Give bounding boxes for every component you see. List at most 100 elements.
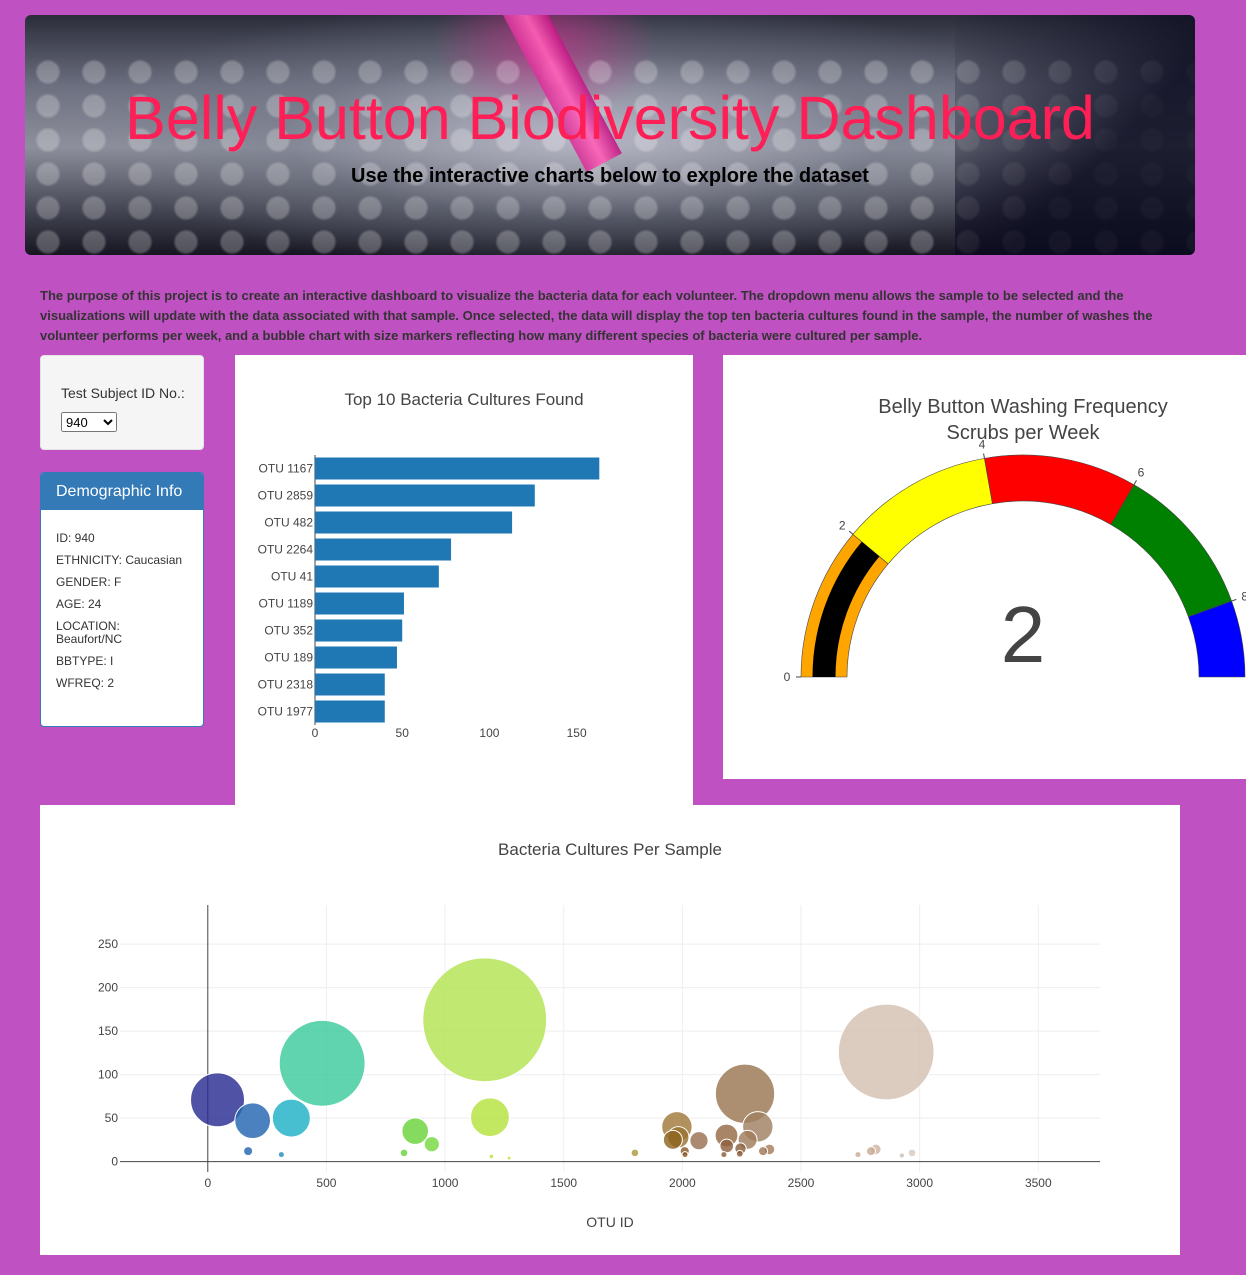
gauge-tick-label: 8	[1241, 589, 1246, 603]
gauge-tick-label: 6	[1138, 466, 1145, 480]
bubble-x-tick-label: 2500	[788, 1176, 815, 1190]
bubble-otu-352	[271, 1098, 311, 1138]
bar-chart-title: Top 10 Bacteria Cultures Found	[344, 390, 583, 409]
bubble-x-tick-label: 3500	[1025, 1176, 1052, 1190]
bubble-otu-1167	[422, 957, 548, 1083]
bubble-otu-482	[278, 1019, 366, 1107]
bubble-otu-310	[277, 1151, 285, 1159]
bar-otu-1167	[315, 457, 600, 480]
bubble-otu-2859	[837, 1003, 935, 1101]
gauge-tick	[983, 453, 985, 459]
bar-category-label: OTU 352	[264, 624, 313, 638]
gauge-step-1	[852, 458, 993, 565]
bar-otu-482	[315, 511, 513, 534]
bubble-x-tick-label: 2000	[669, 1176, 696, 1190]
bar-otu-41	[315, 565, 439, 588]
bubble-x-axis-label: OTU ID	[586, 1214, 633, 1230]
gauge-tick-label: 4	[979, 438, 986, 452]
bubble-otu-189	[234, 1102, 272, 1140]
bar-otu-2859	[315, 484, 535, 507]
top10-bar-chart-panel: Top 10 Bacteria Cultures Found OTU 1167 O…	[235, 355, 693, 805]
gauge-tick	[1133, 480, 1137, 485]
bubble-otu-1800	[630, 1148, 640, 1158]
bacteria-bubble-chart[interactable]: Bacteria Cultures Per Sample 0 500 1000 150…	[40, 805, 1180, 1255]
demo-gender: GENDER: F	[56, 575, 122, 589]
wash-frequency-gauge-panel: Belly Button Washing Frequency Scrubs pe…	[723, 355, 1246, 779]
demo-age: AGE: 24	[56, 597, 102, 611]
bar-category-label: OTU 41	[271, 570, 313, 584]
gauge-value-number: 2	[1001, 590, 1046, 679]
bar-otu-1977	[315, 700, 385, 723]
bar-otu-2318	[315, 673, 385, 696]
banner-shadow	[955, 15, 1195, 255]
bubble-otu-2187	[719, 1138, 735, 1154]
bar-category-label: OTU 189	[264, 651, 313, 665]
page-subtitle: Use the interactive charts below to expl…	[351, 165, 869, 187]
bar-x-tick-label: 50	[396, 726, 410, 740]
bubble-otu-2795	[865, 1146, 877, 1157]
bubble-otu-2242	[735, 1149, 744, 1158]
bubble-otu-1195	[488, 1153, 495, 1160]
gauge-subtitle: Scrubs per Week	[946, 422, 1100, 444]
demo-wfreq: WFREQ: 2	[56, 676, 115, 690]
bubble-y-tick-label: 200	[98, 981, 118, 995]
gauge-title: Belly Button Washing Frequency	[878, 396, 1167, 418]
demo-bbtype: BBTYPE: I	[56, 654, 114, 668]
bar-otu-2264	[315, 538, 452, 561]
bubble-otu-944	[423, 1136, 440, 1153]
gauge-value-bar	[812, 541, 880, 677]
bar-otu-189	[315, 646, 397, 669]
demographic-info-panel: Demographic Info ID: 940 ETHNICITY: Cauc…	[40, 472, 204, 727]
bubble-otu-1960	[662, 1129, 683, 1150]
bubble-otu-2175	[720, 1151, 728, 1159]
bubble-otu-2340	[757, 1146, 769, 1157]
bubble-chart-title: Bacteria Cultures Per Sample	[498, 840, 722, 859]
bubble-x-tick-label: 1000	[432, 1176, 459, 1190]
bar-x-tick-label: 0	[312, 726, 319, 740]
bubble-otu-874	[401, 1117, 429, 1145]
demo-id: ID: 940	[56, 531, 95, 545]
bubble-x-tick-label: 1500	[550, 1176, 577, 1190]
demographic-info-body: ID: 940 ETHNICITY: Caucasian GENDER: F A…	[41, 510, 203, 690]
subject-id-dropdown[interactable]: 940	[61, 412, 117, 432]
bar-category-label: OTU 1189	[259, 597, 314, 611]
subject-selector-panel: Test Subject ID No.: 940	[40, 355, 204, 450]
bubble-otu-1270	[506, 1155, 512, 1161]
bubble-otu-2968	[907, 1148, 917, 1158]
bar-otu-352	[315, 619, 403, 642]
bubble-otu-2011	[681, 1151, 689, 1159]
bubble-otu-2925	[898, 1152, 906, 1159]
bar-x-tick-label: 150	[567, 726, 587, 740]
bubble-x-tick-label: 500	[316, 1176, 336, 1190]
bubble-y-tick-label: 100	[98, 1068, 118, 1082]
bubble-otu-170	[243, 1146, 254, 1157]
gauge-step-3	[1110, 484, 1232, 618]
bar-otu-1189	[315, 592, 404, 615]
header-banner: Belly Button Biodiversity Dashboard Use …	[25, 15, 1195, 255]
bar-category-label: OTU 2859	[258, 489, 314, 503]
demographic-info-heading: Demographic Info	[41, 473, 203, 510]
top10-bar-chart[interactable]: Top 10 Bacteria Cultures Found OTU 1167 O…	[235, 355, 693, 805]
gauge-tick-label: 2	[839, 518, 846, 532]
wash-frequency-gauge[interactable]: Belly Button Washing Frequency Scrubs pe…	[723, 355, 1246, 779]
bar-category-label: OTU 482	[264, 516, 313, 530]
bubble-otu-2740	[854, 1151, 862, 1159]
bubble-x-tick-label: 0	[204, 1176, 211, 1190]
bubble-otu-41	[190, 1072, 246, 1128]
bubble-otu-2070	[689, 1131, 709, 1151]
bubble-y-tick-label: 0	[111, 1155, 118, 1169]
gauge-step-2	[984, 454, 1135, 525]
demo-location: LOCATION: Beaufort/NC	[56, 619, 123, 646]
bubble-otu-827	[399, 1148, 409, 1158]
bar-category-label: OTU 2318	[258, 678, 314, 692]
bubble-y-tick-label: 150	[98, 1024, 118, 1038]
page-title: Belly Button Biodiversity Dashboard	[125, 84, 1095, 152]
bubble-otu-1189	[470, 1097, 510, 1138]
demo-ethnicity: ETHNICITY: Caucasian	[56, 553, 183, 567]
project-description: The purpose of this project is to create…	[40, 288, 1153, 343]
subject-selector-label: Test Subject ID No.:	[61, 385, 185, 401]
gauge-tick	[848, 530, 854, 535]
bar-category-label: OTU 1977	[258, 705, 314, 719]
bubble-chart-panel: Bacteria Cultures Per Sample 0 500 1000 150…	[40, 805, 1180, 1255]
bar-category-label: OTU 2264	[258, 543, 314, 557]
